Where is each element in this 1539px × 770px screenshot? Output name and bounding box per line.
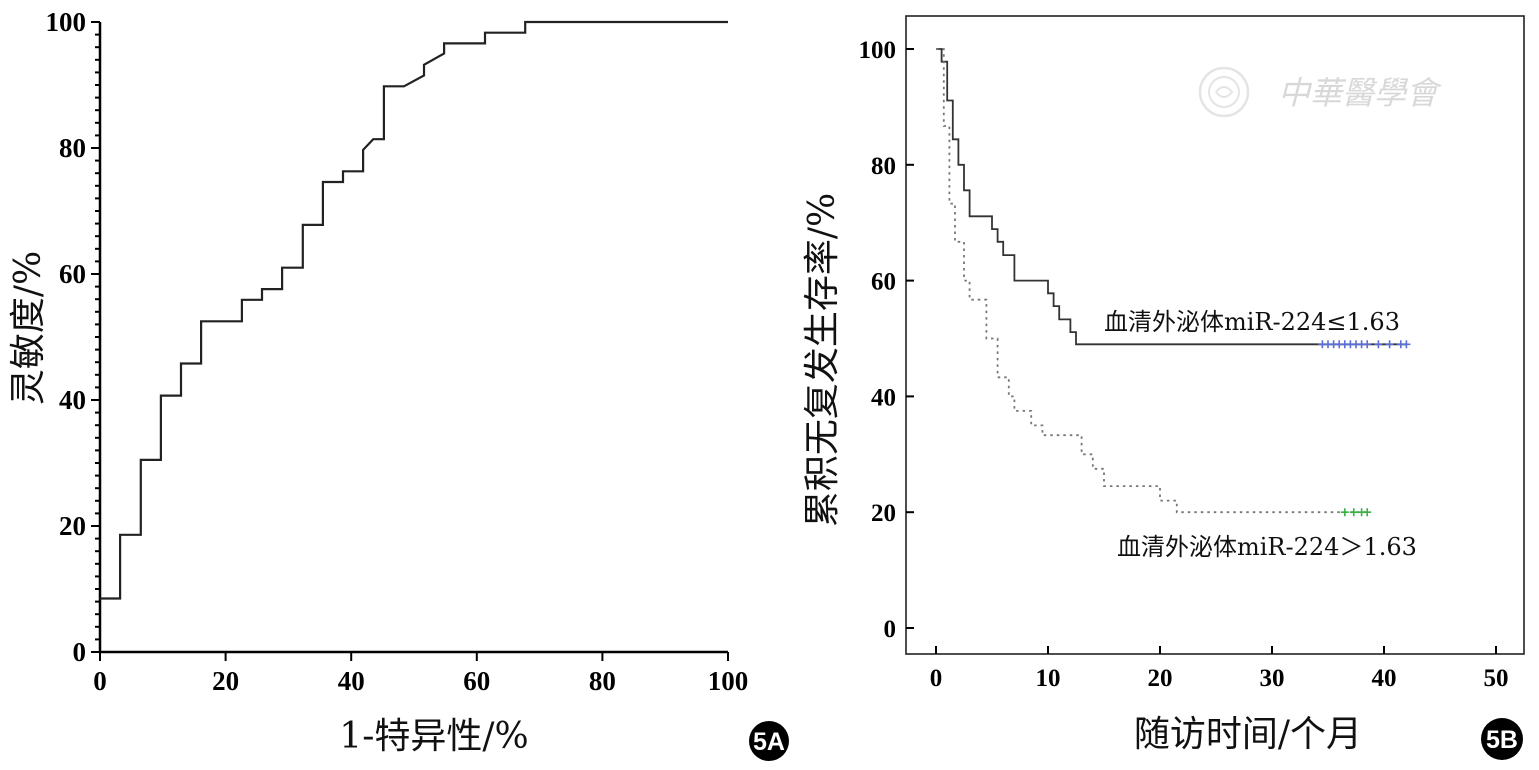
km-y-tick-label: 40 xyxy=(871,384,896,411)
km-y-tick-label: 0 xyxy=(884,616,897,643)
roc-y-ticks: 0 20 40 60 80 100 xyxy=(46,7,100,667)
series-label-high-expression: 血清外泌体miR-224＞1.63 xyxy=(1117,533,1417,561)
km-censor-marks-high xyxy=(1340,508,1372,517)
roc-x-tick-label: 20 xyxy=(212,666,239,696)
km-plot-frame xyxy=(905,15,1525,655)
roc-x-tick-label: 80 xyxy=(589,666,616,696)
km-y-axis-title: 累积无复发生存率/% xyxy=(802,193,843,527)
km-x-ticks: 0 10 20 30 40 50 xyxy=(930,646,1509,692)
km-curve-high-expression xyxy=(936,48,1368,514)
panel-label-badge-5b xyxy=(1481,718,1523,760)
roc-y-tick-label: 20 xyxy=(59,511,86,541)
roc-x-axis-title: 1-特异性/% xyxy=(339,716,528,757)
km-censor-mark-high xyxy=(1340,508,1349,517)
society-seal-watermark xyxy=(1198,66,1250,118)
series-label-low-expression: 血清外泌体miR-224≤1.63 xyxy=(1104,308,1400,336)
km-censor-mark-low xyxy=(1363,340,1372,349)
km-y-tick-label: 20 xyxy=(871,500,896,527)
panel-label-badge-5a xyxy=(749,721,789,761)
roc-curve xyxy=(100,20,728,600)
km-x-tick-label: 40 xyxy=(1372,665,1397,692)
roc-y-tick-label: 0 xyxy=(73,637,87,667)
km-x-axis-title: 随访时间/个月 xyxy=(1134,714,1362,755)
roc-x-tick-label: 100 xyxy=(708,666,749,696)
roc-y-tick-label: 40 xyxy=(59,385,86,415)
roc-y-tick-label: 80 xyxy=(59,133,86,163)
km-x-tick-label: 10 xyxy=(1036,665,1061,692)
panel-label-5a: 5A xyxy=(753,728,785,756)
km-chart-panel: 0 20 40 60 80 100 0 10 20 30 40 50 中華醫學會 血清外泌体miR-… xyxy=(802,15,1525,760)
roc-y-tick-label: 60 xyxy=(59,259,86,289)
roc-x-tick-label: 40 xyxy=(338,666,365,696)
km-x-tick-label: 30 xyxy=(1260,665,1285,692)
km-x-tick-label: 0 xyxy=(930,665,943,692)
km-censor-mark-low xyxy=(1374,340,1383,349)
km-censor-mark-high xyxy=(1363,508,1372,517)
km-censor-mark-low xyxy=(1402,340,1411,349)
roc-x-tick-label: 60 xyxy=(463,666,490,696)
km-x-tick-label: 20 xyxy=(1148,665,1173,692)
km-y-tick-label: 80 xyxy=(871,153,896,180)
km-censor-marks-low xyxy=(1318,340,1411,349)
km-censor-mark-high xyxy=(1349,508,1358,517)
panel-label-5b: 5B xyxy=(1486,726,1518,754)
km-y-ticks: 0 20 40 60 80 100 xyxy=(859,37,914,643)
km-y-tick-label: 60 xyxy=(871,269,896,296)
roc-y-tick-label: 100 xyxy=(46,7,87,37)
watermark-text: 中華醫學會 xyxy=(1278,74,1442,112)
km-x-tick-label: 50 xyxy=(1484,665,1509,692)
km-curve-low-expression xyxy=(936,48,1407,346)
roc-y-axis-title: 灵敏度/% xyxy=(8,251,49,405)
km-y-tick-label: 100 xyxy=(859,37,897,64)
roc-x-ticks: 0 20 40 60 80 100 xyxy=(93,652,748,696)
km-censor-mark-low xyxy=(1385,340,1394,349)
roc-x-tick-label: 0 xyxy=(93,666,107,696)
